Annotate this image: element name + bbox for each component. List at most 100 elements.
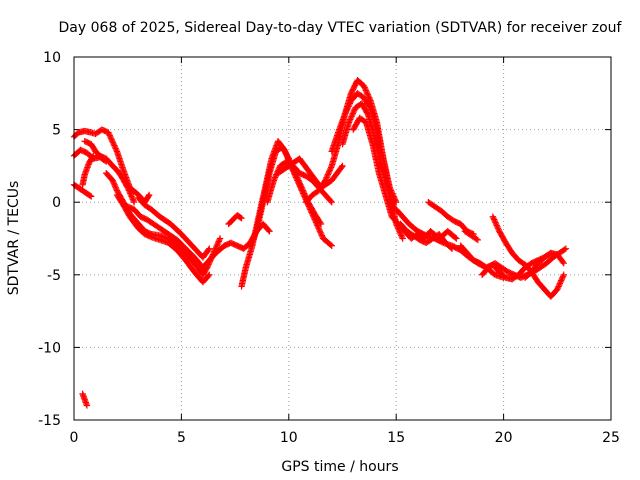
data-point [495, 226, 502, 233]
data-point [398, 232, 405, 239]
data-point [129, 194, 136, 202]
data-point [316, 226, 323, 233]
data-point [212, 244, 220, 251]
data-point [128, 193, 135, 200]
data-point [86, 192, 94, 199]
data-point [111, 183, 119, 190]
data-point [339, 162, 346, 170]
data-point [327, 164, 335, 171]
x-tick-label: 25 [602, 430, 620, 446]
data-point [561, 246, 568, 253]
data-point [559, 258, 567, 266]
series-track-11 [225, 212, 245, 228]
data-point [109, 139, 117, 146]
data-point [127, 190, 134, 197]
data-point [490, 216, 498, 223]
x-tick-label: 10 [280, 430, 298, 446]
data-point [562, 245, 570, 252]
data-point [317, 229, 324, 236]
data-point [109, 138, 116, 145]
data-point [324, 171, 332, 178]
data-point [271, 174, 279, 181]
data-point [347, 114, 355, 122]
data-point [216, 235, 224, 242]
data-point [322, 175, 330, 183]
data-point [315, 225, 322, 232]
data-point [325, 169, 332, 177]
data-point [113, 185, 120, 193]
data-point [110, 180, 118, 187]
series-track-28 [461, 228, 482, 244]
data-point [125, 187, 133, 194]
data-point [327, 197, 335, 205]
data-point [348, 111, 356, 119]
data-point [364, 90, 371, 97]
data-point [127, 191, 135, 199]
data-point [123, 183, 131, 190]
data-point [491, 217, 498, 225]
data-point [112, 145, 119, 152]
data-point [324, 172, 331, 180]
series-track-23 [397, 220, 456, 252]
data-point [347, 116, 354, 123]
data-point [364, 110, 371, 117]
data-point [314, 223, 322, 231]
data-point [557, 277, 565, 284]
data-point [316, 228, 324, 235]
y-tick-label: -10 [38, 340, 61, 356]
data-point [266, 228, 273, 235]
data-point [238, 214, 245, 222]
data-point [494, 225, 502, 232]
data-point [345, 103, 352, 110]
data-point [215, 238, 222, 245]
data-point [560, 271, 567, 278]
data-point [360, 82, 368, 90]
data-point [111, 143, 119, 151]
data-point [399, 235, 406, 242]
x-tick-label: 5 [177, 430, 186, 446]
data-point [107, 133, 114, 141]
data-point [362, 87, 370, 94]
data-point [113, 146, 120, 154]
data-point [397, 230, 404, 238]
data-point [556, 280, 564, 287]
y-axis-label: SDTVAR / TECUs [6, 181, 22, 296]
data-point [322, 177, 329, 184]
data-point [79, 181, 86, 188]
data-point [452, 234, 459, 241]
data-point [318, 230, 325, 238]
data-point [106, 132, 113, 139]
data-point [473, 235, 480, 243]
x-tick-label: 0 [70, 430, 79, 446]
data-point [342, 108, 350, 116]
data-point [341, 111, 348, 119]
data-point [349, 110, 357, 117]
data-point [345, 101, 353, 109]
data-point [448, 245, 456, 252]
data-point [328, 199, 335, 206]
series-track-8 [135, 194, 213, 261]
series-track-7 [124, 203, 228, 271]
data-point [111, 181, 118, 188]
data-point [301, 190, 308, 197]
data-point [317, 220, 325, 228]
data-point [111, 142, 118, 149]
plot-area [70, 77, 570, 409]
data-point [110, 140, 117, 148]
data-point [206, 271, 213, 278]
data-point [295, 178, 303, 186]
series-track-3 [81, 138, 138, 206]
data-point [447, 244, 455, 251]
data-point [559, 273, 567, 280]
data-point [338, 163, 345, 171]
data-point [560, 259, 567, 267]
data-point [298, 184, 305, 191]
data-point [328, 242, 335, 249]
data-point [130, 199, 138, 206]
data-point [296, 180, 303, 187]
data-point [362, 85, 369, 93]
plot-frame [73, 56, 612, 421]
data-point [105, 129, 112, 136]
